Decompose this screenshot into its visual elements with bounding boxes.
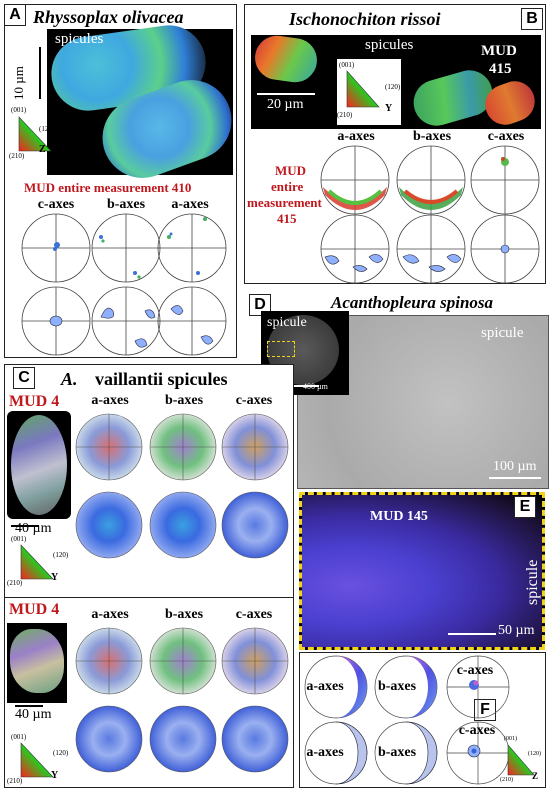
panel-e-letter: E [514, 496, 536, 518]
panel-f-label-c-axes-2: c-axes [458, 723, 496, 738]
panel-c-pole-figures [75, 413, 289, 773]
panel-b-key-axis: Y [385, 103, 393, 114]
panel-b-key-right: (120) [385, 83, 401, 91]
panel-a-key-bl: (210) [9, 152, 25, 160]
panel-b-mud-side-4: 415 [277, 211, 297, 226]
panel-a-label-c-axes: c-axes [37, 197, 75, 212]
panel-c-key-bl-1: (210) [7, 579, 23, 587]
panel-b-scale-label: 20 µm [267, 97, 304, 112]
panel-a-key-axis: Z [39, 144, 46, 155]
panel-f-label-b-axes-2: b-axes [377, 745, 417, 760]
panel-c-key-top-1: (001) [11, 535, 27, 543]
panel-b-mud-side-3: measurement [247, 195, 322, 210]
panel-f-label-c-axes-1: c-axes [456, 663, 494, 678]
panel-a-mud: MUD entire measurement 410 [24, 180, 192, 195]
panel-e-scale: 50 µm [498, 623, 535, 638]
panel-a-key-right: (120) [39, 125, 55, 133]
panel-c-spicule-1-map [11, 415, 67, 515]
panel-c-label-b-axes-1: b-axes [164, 393, 204, 408]
panel-f-label-a-axes-1: a-axes [306, 679, 344, 694]
panel-a-color-key [18, 116, 52, 152]
panel-c-letter: C [13, 367, 35, 389]
panel-f-key-right: (120) [528, 751, 541, 757]
panel-c-key-top-2: (001) [11, 733, 27, 741]
panel-c: C A. vaillantii spicules MUD 4 40 µm (00… [4, 364, 294, 788]
panel-f-key-top: (001) [504, 736, 517, 742]
panel-c-scale-bar-1 [11, 525, 39, 527]
panel-d-letter: D [249, 294, 271, 316]
panel-a-pole-figures [21, 213, 227, 356]
panel-a-key-top: (001) [11, 106, 27, 114]
panel-d-spicule-right: spicule [481, 325, 524, 341]
panel-a-label-a-axes: a-axes [171, 197, 209, 212]
panel-c-scale-2: 40 µm [15, 707, 52, 722]
panel-b-scale-bar [257, 93, 315, 95]
panel-c-spicule-image-1 [7, 411, 71, 519]
panel-b-title: Ischonochiton rissoi [289, 9, 441, 29]
panel-c-label-c-axes-2: c-axes [235, 607, 273, 622]
panel-b-label-c-axes: c-axes [487, 129, 525, 144]
panel-e-ebsd-map [302, 495, 542, 647]
panel-c-label-c-axes-1: c-axes [235, 393, 273, 408]
panel-c-key-axis-2: Y [51, 770, 59, 781]
panel-e-spicule: spicule [524, 559, 541, 605]
panel-f-pole-figures [304, 655, 510, 785]
panel-b-color-key [346, 70, 380, 108]
panel-b-label-b-axes: b-axes [412, 129, 452, 144]
panel-b-mud-side-2: entire [271, 179, 304, 194]
panel-b: B Ischonochiton rissoi spicules MUD 415 … [244, 4, 546, 284]
panel-b-mud-value: 415 [489, 61, 512, 77]
panel-f-label-a-axes-2: a-axes [306, 745, 344, 760]
panel-d: D Acanthopleura spinosa spicule 100 µm s… [244, 290, 549, 490]
panel-a-spicules-label: spicules [55, 31, 104, 47]
panel-c-key-right-1: (120) [53, 551, 69, 559]
panel-c-spicule-image-2 [7, 623, 67, 703]
panel-a: A Rhyssoplax olivacea spicules 10 µm (00… [4, 4, 243, 358]
panel-b-pole-figures [320, 145, 540, 284]
panel-c-mud-2: MUD 4 [9, 601, 60, 618]
panel-a-title: Rhyssoplax olivacea [33, 7, 184, 27]
panel-b-mud-top: MUD [481, 43, 517, 59]
panel-c-key-bl-2: (210) [7, 777, 23, 785]
panel-d-title: Acanthopleura spinosa [331, 293, 494, 312]
panel-d-spicule-left: spicule [267, 315, 307, 330]
panel-b-label-a-axes: a-axes [337, 129, 375, 144]
panel-c-title-rest: vaillantii spicules [95, 369, 228, 389]
panel-f: F a-axes b-axes c-axes a-axes b-axes c-a… [299, 652, 546, 788]
panel-c-color-key-1 [20, 544, 54, 580]
panel-b-spicules-label: spicules [365, 37, 414, 53]
panel-b-letter: B [521, 8, 543, 30]
panel-c-key-axis-1: Y [51, 572, 59, 583]
panel-e-scale-bar [448, 633, 496, 635]
panel-f-color-key [507, 744, 535, 776]
panel-c-label-a-axes-2: a-axes [91, 607, 129, 622]
panel-b-key-top: (001) [339, 61, 355, 69]
panel-c-key-right-2: (120) [53, 749, 69, 757]
panel-c-spicule-2-map [10, 629, 64, 693]
panel-a-label-b-axes: b-axes [106, 197, 146, 212]
panel-b-mud-side-1: MUD [275, 163, 307, 178]
panel-e: MUD 145 spicule 50 µm [299, 492, 545, 650]
panel-f-label-b-axes-1: b-axes [377, 679, 417, 694]
panel-a-letter: A [4, 4, 26, 26]
panel-c-label-b-axes-2: b-axes [164, 607, 204, 622]
panel-c-scale-1: 40 µm [15, 521, 52, 536]
panel-f-key-axis: Z [532, 771, 539, 781]
panel-c-divider [5, 597, 293, 598]
panel-a-scale-bar [39, 47, 41, 99]
panel-e-mud: MUD 145 [370, 509, 428, 524]
panel-c-mud-1: MUD 4 [9, 393, 60, 410]
panel-d-inset-roi [267, 341, 295, 357]
panel-c-color-key-2 [20, 742, 54, 778]
panel-b-key-bl: (210) [337, 111, 353, 119]
panel-f-key-bl: (210) [500, 777, 513, 783]
panel-d-scale-bar-big [489, 477, 541, 479]
panel-d-scale-small-label: 400 µm [303, 382, 328, 391]
panel-c-scale-bar-2 [15, 705, 43, 707]
panel-d-scale-big-label: 100 µm [493, 459, 537, 474]
panel-c-label-a-axes-1: a-axes [91, 393, 129, 408]
panel-c-title-italic: A. [61, 369, 78, 389]
